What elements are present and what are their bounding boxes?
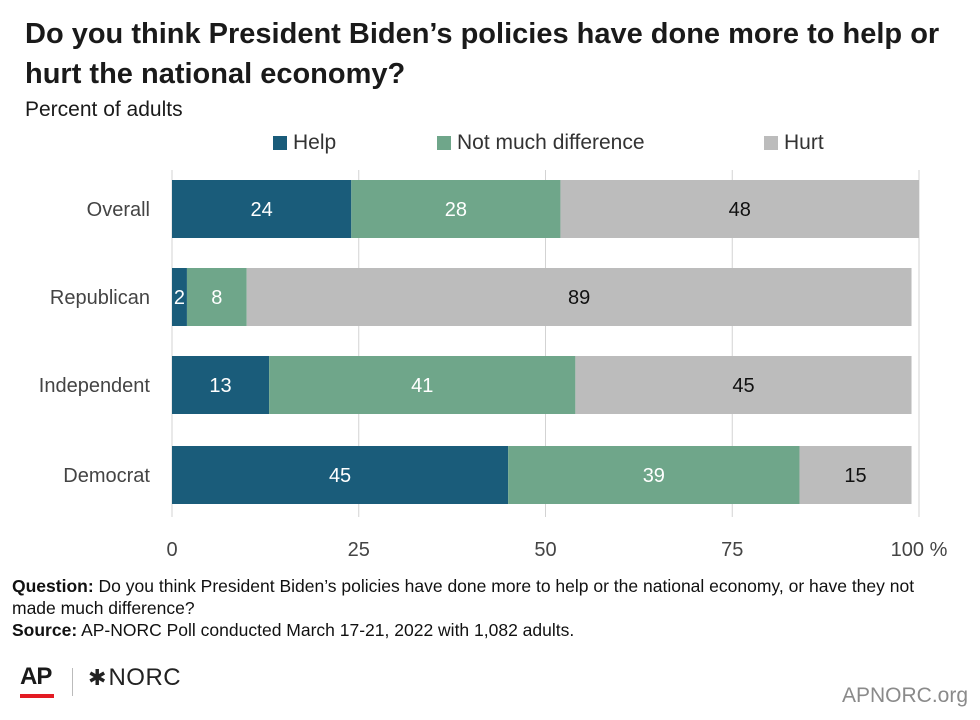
data-label-not-much-difference-overall: 28 bbox=[445, 199, 467, 221]
legend-label-not-much-difference: Not much difference bbox=[457, 131, 645, 154]
legend-item-not-much-difference: Not much difference bbox=[437, 128, 645, 158]
bar-not-much-difference-republican bbox=[186, 268, 247, 326]
source-label: Source: bbox=[12, 620, 78, 640]
chart-subtitle: Percent of adults bbox=[25, 98, 183, 121]
y-category-label-independent: Independent bbox=[39, 375, 151, 397]
question-note: Question: Do you think President Biden’s… bbox=[12, 575, 962, 619]
site-link: APNORC.org bbox=[841, 684, 968, 707]
data-label-hurt-republican: 89 bbox=[568, 287, 590, 309]
data-label-help-overall: 24 bbox=[251, 199, 273, 221]
chart-notes: Question: Do you think President Biden’s… bbox=[12, 575, 962, 641]
data-label-help-independent: 13 bbox=[209, 375, 231, 397]
chart-title: Do you think President Biden’s policies … bbox=[25, 18, 940, 90]
chart-legend: Help Not much difference Hurt bbox=[0, 128, 980, 158]
bar-hurt-independent bbox=[575, 356, 912, 414]
ap-logo-text: AP bbox=[20, 663, 52, 690]
legend-item-hurt: Hurt bbox=[764, 128, 824, 158]
source-text: AP-NORC Poll conducted March 17-21, 2022… bbox=[81, 620, 575, 640]
data-label-not-much-difference-republican: 8 bbox=[211, 287, 222, 309]
legend-item-help: Help bbox=[273, 128, 336, 158]
bar-help-overall bbox=[172, 180, 352, 238]
x-tick-label-50: 50 bbox=[534, 539, 556, 561]
bar-help-democrat bbox=[172, 446, 509, 504]
x-tick-label-25: 25 bbox=[348, 539, 370, 561]
legend-swatch-not-much-difference bbox=[437, 136, 451, 150]
x-tick-label-75: 75 bbox=[721, 539, 743, 561]
source-note: Source: AP-NORC Poll conducted March 17-… bbox=[12, 619, 962, 641]
data-label-help-republican: 2 bbox=[174, 287, 185, 309]
data-label-hurt-democrat: 15 bbox=[844, 465, 866, 487]
norc-star-icon: ✱ bbox=[88, 665, 107, 690]
bar-not-much-difference-democrat bbox=[508, 446, 800, 504]
data-label-hurt-independent: 45 bbox=[732, 375, 754, 397]
legend-label-help: Help bbox=[293, 131, 337, 154]
legend-swatch-hurt bbox=[764, 136, 778, 150]
norc-logo: ✱ NORC bbox=[88, 664, 181, 692]
data-label-help-democrat: 45 bbox=[329, 465, 351, 487]
y-category-label-democrat: Democrat bbox=[63, 465, 150, 487]
bar-hurt-republican bbox=[246, 268, 912, 326]
question-label: Question: bbox=[12, 576, 94, 596]
bar-not-much-difference-independent bbox=[269, 356, 576, 414]
bar-not-much-difference-overall bbox=[351, 180, 561, 238]
data-label-not-much-difference-independent: 41 bbox=[411, 375, 433, 397]
data-label-not-much-difference-democrat: 39 bbox=[643, 465, 665, 487]
data-label-hurt-overall: 48 bbox=[729, 199, 751, 221]
bar-help-republican bbox=[172, 268, 187, 326]
y-category-label-republican: Republican bbox=[50, 287, 150, 309]
logo-divider bbox=[72, 668, 73, 696]
y-category-label-overall: Overall bbox=[87, 199, 150, 221]
bar-help-independent bbox=[172, 356, 270, 414]
legend-swatch-help bbox=[273, 136, 287, 150]
ap-logo: AP bbox=[20, 664, 56, 698]
question-text: Do you think President Biden’s policies … bbox=[12, 576, 915, 618]
legend-label-hurt: Hurt bbox=[784, 131, 824, 154]
x-tick-label-100: 100 % bbox=[891, 539, 948, 561]
norc-logo-text: NORC bbox=[108, 664, 182, 691]
bar-hurt-overall bbox=[560, 180, 919, 238]
ap-logo-underline bbox=[20, 694, 54, 698]
x-tick-label-0: 0 bbox=[166, 539, 177, 561]
bar-hurt-democrat bbox=[799, 446, 912, 504]
